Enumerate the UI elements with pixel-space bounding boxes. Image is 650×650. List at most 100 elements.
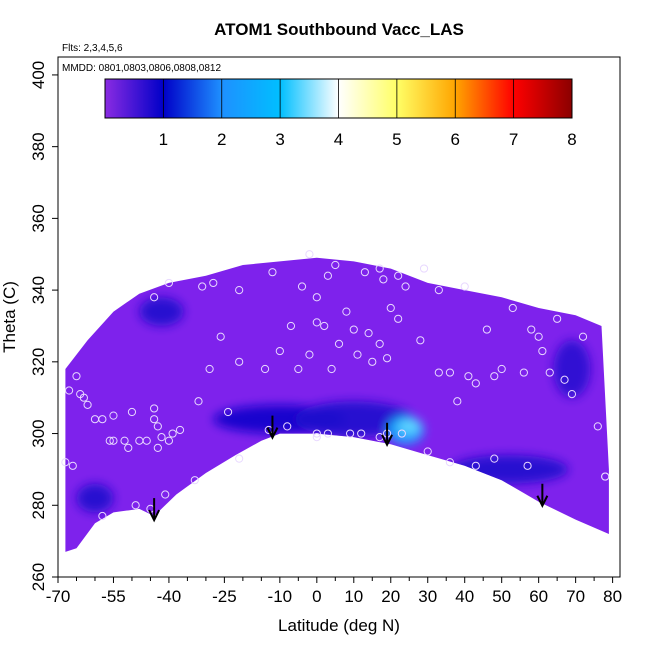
- sample-marker: [382, 354, 392, 363]
- sample-marker: [150, 404, 159, 413]
- sample-marker: [131, 501, 140, 510]
- sample-marker: [175, 425, 185, 435]
- sample-marker: [153, 443, 162, 452]
- colorbar-tick-label: 6: [451, 130, 460, 149]
- sample-marker: [471, 379, 480, 388]
- color-feature: [76, 483, 114, 513]
- sample-marker: [312, 293, 321, 302]
- sample-marker: [98, 415, 107, 424]
- sample-marker: [323, 271, 333, 280]
- x-axis-label: Latitude (deg N): [278, 616, 400, 635]
- y-tick-label: 360: [29, 204, 48, 232]
- sample-marker: [83, 400, 92, 409]
- sample-marker: [235, 454, 244, 463]
- sample-marker: [464, 372, 473, 381]
- sample-marker: [523, 461, 532, 470]
- sample-marker: [260, 364, 270, 374]
- sample-marker: [142, 436, 151, 445]
- colorbar-tick-label: 5: [392, 130, 401, 149]
- colorbar: 1 2 3 4 5 6 7 8: [104, 78, 577, 149]
- sample-marker: [394, 314, 403, 323]
- sample-marker: [283, 422, 292, 431]
- flights-annotation: Flts: 2,3,4,5,6: [62, 43, 123, 54]
- sample-marker: [164, 278, 174, 288]
- sample-marker: [223, 407, 233, 417]
- sample-marker: [312, 433, 321, 442]
- sample-marker: [120, 436, 129, 445]
- sample-marker: [320, 321, 329, 331]
- x-tick-label: 80: [603, 587, 622, 606]
- sample-marker: [519, 368, 528, 377]
- sample-marker: [68, 461, 77, 470]
- y-axis-label: Theta (C): [0, 281, 19, 353]
- y-axis: 260 280 300 320 340 360 380 400: [29, 61, 58, 591]
- colorbar-ticks: 1 2 3 4 5 6 7 8: [159, 79, 577, 149]
- sample-marker: [334, 339, 344, 348]
- y-tick-label: 280: [29, 491, 48, 519]
- sample-marker: [72, 372, 81, 381]
- sample-marker: [497, 364, 506, 374]
- sample-marker: [445, 368, 455, 377]
- sample-marker: [168, 429, 177, 438]
- x-tick-label: -70: [46, 587, 71, 606]
- x-tick-label: 10: [344, 587, 363, 606]
- arrow-head: [266, 427, 279, 440]
- sample-marker: [482, 325, 491, 334]
- x-tick-label: 70: [566, 587, 585, 606]
- sample-marker: [286, 321, 296, 331]
- y-tick-label: 300: [29, 419, 48, 447]
- y-tick-label: 400: [29, 61, 48, 89]
- sample-marker: [305, 350, 314, 359]
- sample-marker: [578, 332, 588, 341]
- sample-marker: [545, 368, 554, 377]
- sample-marker: [360, 268, 369, 277]
- x-tick-label: -40: [157, 587, 182, 606]
- sample-marker: [375, 339, 384, 348]
- arrow-head: [381, 434, 393, 448]
- x-tick-label: -10: [268, 587, 293, 606]
- x-tick-label: 20: [381, 587, 400, 606]
- sample-marker: [490, 372, 499, 381]
- sample-marker: [153, 422, 162, 431]
- sample-marker: [353, 350, 362, 359]
- sample-marker: [453, 397, 462, 406]
- arrow-head: [536, 495, 549, 508]
- sample-marker: [164, 436, 174, 445]
- colorbar-tick-label: 3: [275, 130, 284, 149]
- sample-markers: [61, 250, 610, 521]
- sample-marker: [553, 314, 562, 323]
- y-tick-label: 380: [29, 132, 48, 160]
- color-feature: [553, 340, 591, 398]
- sample-marker: [534, 332, 543, 341]
- x-tick-label: 40: [455, 587, 474, 606]
- sample-marker: [490, 454, 499, 463]
- sample-marker: [150, 415, 159, 424]
- colorbar-tick-label: 7: [509, 130, 518, 149]
- sample-marker: [198, 282, 207, 291]
- sample-marker: [434, 368, 443, 377]
- sample-marker: [423, 447, 432, 456]
- y-tick-label: 340: [29, 276, 48, 304]
- sample-marker: [61, 458, 70, 467]
- x-tick-label: -55: [101, 587, 126, 606]
- sample-marker: [216, 332, 225, 341]
- y-tick-label: 260: [29, 563, 48, 591]
- sample-marker: [508, 303, 517, 313]
- sample-marker: [327, 364, 336, 374]
- color-feature: [139, 297, 184, 326]
- sample-marker: [157, 433, 166, 442]
- sample-marker: [460, 282, 469, 291]
- sample-marker: [294, 364, 303, 374]
- sample-marker: [275, 346, 284, 356]
- sample-marker: [560, 375, 569, 384]
- sample-marker: [161, 490, 170, 499]
- sample-marker: [368, 357, 377, 366]
- sample-marker: [98, 511, 107, 521]
- sample-marker: [434, 286, 443, 295]
- sample-marker: [79, 393, 88, 402]
- color-feature: [294, 401, 413, 438]
- sample-marker: [127, 407, 137, 417]
- sample-marker: [305, 250, 314, 259]
- arrow-head: [148, 509, 161, 523]
